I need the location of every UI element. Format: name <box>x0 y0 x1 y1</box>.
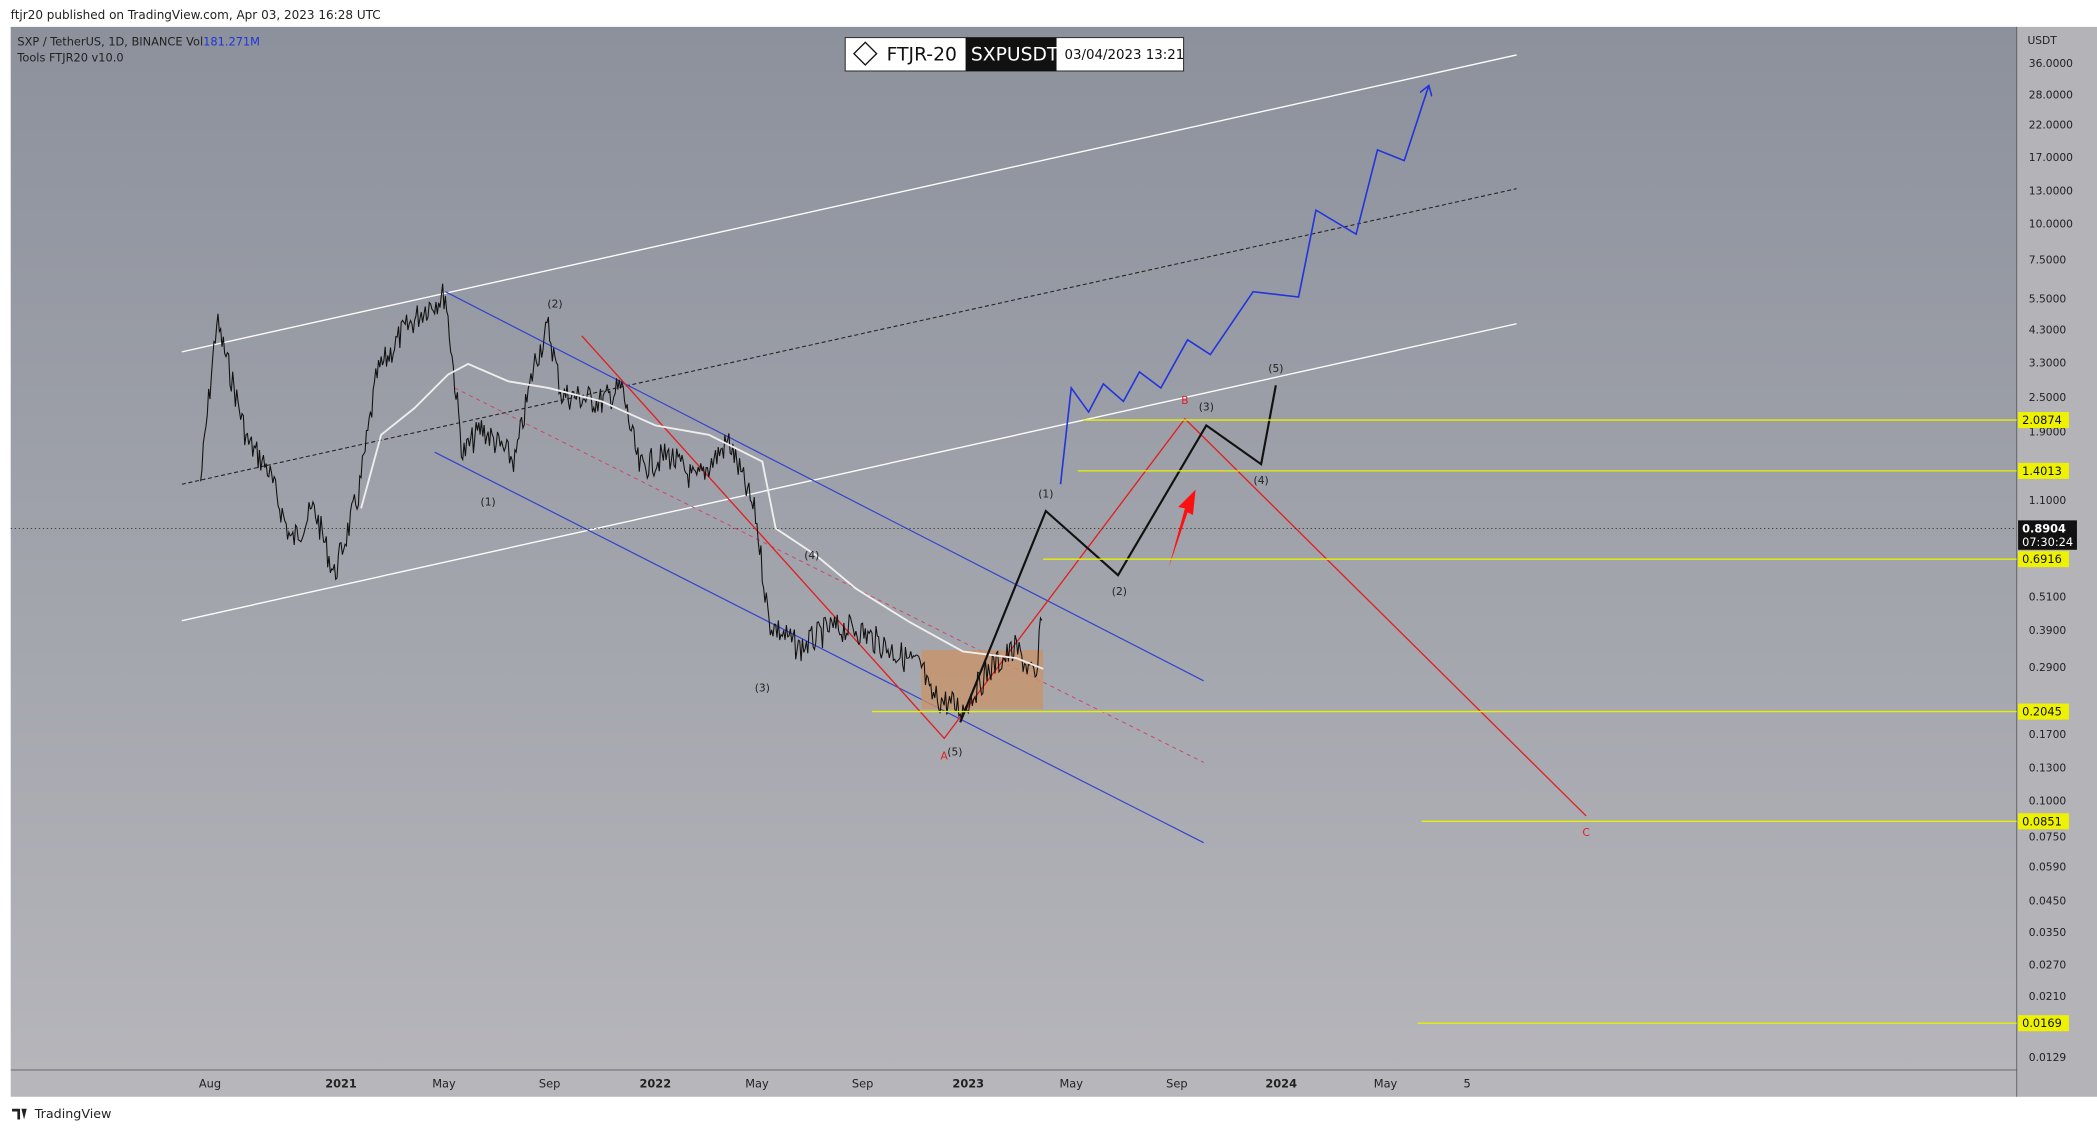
legend-symbol: SXP / TetherUS, 1D, BINANCE Vol181.271M <box>17 35 260 49</box>
time-tick: Aug <box>199 1076 221 1090</box>
price-tick: 1.1000 <box>2029 494 2067 507</box>
price-tick: 0.0450 <box>2029 895 2067 908</box>
channel-line <box>181 54 1517 353</box>
arrow <box>1168 489 1196 568</box>
wave-label: (3) <box>1199 401 1214 414</box>
badge-icon <box>852 41 878 66</box>
level-label: 0.2045 <box>2022 705 2062 719</box>
wave-label: (5) <box>947 746 962 759</box>
time-tick: May <box>1374 1076 1398 1090</box>
chart-pane <box>10 26 2017 1071</box>
footer-logo <box>12 1108 27 1120</box>
axis-unit: USDT <box>2027 34 2057 47</box>
price-tick: 10.0000 <box>2029 218 2073 231</box>
wave-label: (4) <box>804 549 819 562</box>
wave-label: (5) <box>1268 362 1283 375</box>
wave-label: (2) <box>1112 585 1127 598</box>
header: ftjr20 published on TradingView.com, Apr… <box>11 8 381 22</box>
time-tick: 2022 <box>640 1076 672 1090</box>
level-label: 2.0874 <box>2022 413 2062 427</box>
price-tick: 5.5000 <box>2029 292 2067 305</box>
level-tag <box>2018 703 2069 720</box>
price-tick: 0.0129 <box>2029 1051 2067 1064</box>
time-tick: 2023 <box>952 1076 984 1090</box>
down-channel <box>445 291 1204 682</box>
channel-mid <box>181 188 1517 485</box>
time-tick: 2024 <box>1265 1076 1297 1090</box>
drawings <box>10 54 2017 844</box>
level-label: 0.0851 <box>2022 814 2062 828</box>
wave-label: A <box>941 750 949 763</box>
price-tick: 22.0000 <box>2029 119 2073 132</box>
time-tick: May <box>1059 1076 1083 1090</box>
price-tick: 0.2900 <box>2029 661 2067 674</box>
price-tick: 7.5000 <box>2029 254 2067 267</box>
price-tick: 0.0590 <box>2029 861 2067 874</box>
mid-dash <box>454 387 1204 763</box>
level-tag <box>2018 813 2069 830</box>
time-tick: Sep <box>852 1076 873 1090</box>
wave-label: (3) <box>755 682 770 695</box>
wave-label: (4) <box>1254 474 1269 487</box>
level-tag <box>2018 462 2069 479</box>
badge-ticker-bg <box>965 37 1057 72</box>
time-tick: 2021 <box>325 1076 357 1090</box>
badge-date: 03/04/2023 13:21 <box>1065 48 1185 63</box>
price-tick: 0.1700 <box>2029 728 2067 741</box>
level-label: 1.4013 <box>2022 464 2062 478</box>
level-label: 0.6916 <box>2022 552 2062 566</box>
badge-ticker: SXPUSDT <box>971 44 1059 65</box>
zone <box>921 650 1044 709</box>
countdown: 07:30:24 <box>2022 535 2073 549</box>
projection <box>1059 87 1429 485</box>
price-tick: 0.5100 <box>2029 590 2067 603</box>
level-tag <box>2018 551 2069 568</box>
price-tick: 0.0270 <box>2029 959 2067 972</box>
level-tag <box>2018 1015 2069 1032</box>
price-tick: 13.0000 <box>2029 185 2073 198</box>
vol-label: Vol <box>186 35 203 49</box>
time-tick: Sep <box>1166 1076 1187 1090</box>
wave-label: (1) <box>1038 488 1053 501</box>
price-tick: 0.0350 <box>2029 926 2067 939</box>
wave-label: (2) <box>547 298 562 311</box>
level-label: 0.0169 <box>2022 1016 2062 1030</box>
badge-brand: FTJR-20 <box>887 44 957 65</box>
wave-label: (1) <box>481 496 496 509</box>
time-tick: 5 <box>1463 1076 1470 1090</box>
legend-tools: Tools FTJR20 v10.0 <box>16 51 123 65</box>
price-tick: 0.0210 <box>2029 990 2067 1003</box>
level-tag <box>2018 412 2069 429</box>
time-tick: Sep <box>539 1076 560 1090</box>
price-tick: 0.3900 <box>2029 624 2067 637</box>
price-tick: 3.3000 <box>2029 356 2067 369</box>
wave-label: B <box>1181 394 1188 407</box>
wave-label: C <box>1582 826 1589 839</box>
abc-wave <box>581 335 1587 817</box>
channel-line <box>181 323 1517 622</box>
footer: TradingView <box>34 1106 112 1121</box>
last-price: 0.8904 <box>2022 521 2066 535</box>
last-price-tag <box>2018 520 2077 550</box>
price-tick: 28.0000 <box>2029 88 2073 101</box>
symbol: SXP / TetherUS, 1D, BINANCE <box>17 35 182 49</box>
time-axis <box>10 1070 2017 1097</box>
time-tick: May <box>745 1076 769 1090</box>
price-tick: 0.1300 <box>2029 762 2067 775</box>
price-tick: 0.1000 <box>2029 795 2067 808</box>
price-tick: 2.5000 <box>2029 391 2067 404</box>
moving-average <box>360 362 1044 670</box>
down-channel <box>434 451 1204 844</box>
price-tick: 17.0000 <box>2029 151 2073 164</box>
price-tick: 36.0000 <box>2029 57 2073 70</box>
price <box>200 283 1043 720</box>
vol-value: 181.271M <box>203 35 260 49</box>
price-tick: 4.3000 <box>2029 323 2067 336</box>
price-tick: 1.9000 <box>2029 426 2067 439</box>
time-tick: May <box>432 1076 456 1090</box>
price-tick: 0.0750 <box>2029 831 2067 844</box>
impulse-wave <box>959 385 1277 723</box>
